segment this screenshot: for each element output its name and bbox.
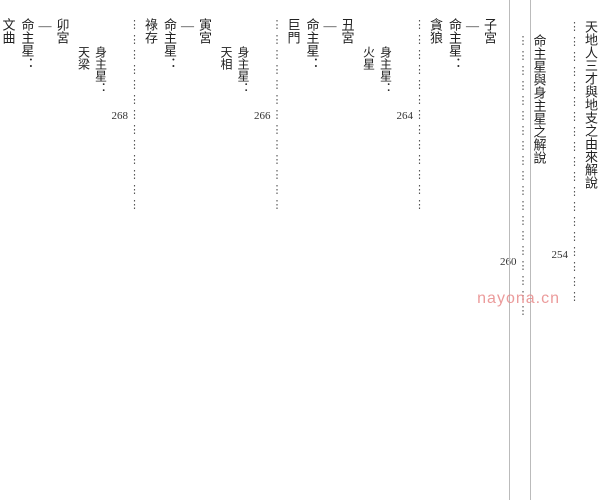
toc-page: 254 bbox=[552, 249, 569, 261]
palace-entry: 寅宮—命主星：祿存⋮⋮⋮⋮⋮⋮⋮⋮⋮⋮⋮⋮⋮268身主星：天梁 bbox=[76, 18, 215, 213]
page-number: 266 bbox=[254, 110, 271, 122]
shen-label: 身主星： bbox=[378, 46, 395, 94]
ming-value: 文曲 bbox=[0, 18, 18, 44]
right-page: 天地人三才與地支之由來解說 ⋮⋮⋮⋮⋮⋮⋮⋮⋮⋮⋮⋮⋮⋮⋮⋮⋮⋮⋮ 254 命主… bbox=[530, 0, 600, 500]
palace-entry: 丑宮—命主星：巨門⋮⋮⋮⋮⋮⋮⋮⋮⋮⋮⋮⋮⋮266身主星：天相 bbox=[218, 18, 357, 213]
shen-value: 天梁 bbox=[76, 46, 93, 70]
palace-main: 子宮—命主星：貪狼⋮⋮⋮⋮⋮⋮⋮⋮⋮⋮⋮⋮⋮264 bbox=[397, 18, 500, 213]
ming-label: 命主星： bbox=[445, 18, 464, 70]
shen-label: 身主星： bbox=[235, 46, 252, 94]
toc-dots: ⋮⋮⋮⋮⋮⋮⋮⋮⋮⋮⋮⋮⋮⋮⋮⋮⋮⋮⋮ bbox=[517, 34, 530, 319]
watermark-text: nayona.cn bbox=[477, 290, 560, 308]
left-page: 未宮—命主星：武曲⋮⋮⋮⋮⋮⋮⋮⋮⋮⋮⋮⋮⋮277身主星：天相午宮—命主星：破軍… bbox=[0, 0, 510, 500]
page-number: 264 bbox=[397, 110, 414, 122]
dash: — bbox=[37, 18, 53, 33]
palace-name: 卯宮 bbox=[53, 18, 72, 44]
ming-value: 巨門 bbox=[284, 18, 303, 44]
shen-value: 天相 bbox=[218, 46, 235, 70]
ming-value: 貪狼 bbox=[426, 18, 445, 44]
palace-name: 子宮 bbox=[480, 18, 499, 44]
ming-label: 命主星： bbox=[18, 18, 37, 70]
palace-name: 丑宮 bbox=[338, 18, 357, 44]
palace-name: 寅宮 bbox=[195, 18, 214, 44]
toc-text: 命主星與身主星之解說 bbox=[530, 34, 549, 164]
palace-entry: 卯宮—命主星：文曲⋮⋮⋮⋮⋮⋮⋮⋮⋮⋮⋮⋮⋮270身主星：天同 bbox=[0, 18, 72, 213]
palace-main: 丑宮—命主星：巨門⋮⋮⋮⋮⋮⋮⋮⋮⋮⋮⋮⋮⋮266 bbox=[254, 18, 357, 213]
shen-value: 火星 bbox=[361, 46, 378, 70]
palace-sub: 身主星：天梁 bbox=[76, 18, 110, 213]
toc-dots: ⋮⋮⋮⋮⋮⋮⋮⋮⋮⋮⋮⋮⋮⋮⋮⋮⋮⋮⋮ bbox=[568, 20, 581, 305]
ming-label: 命主星： bbox=[303, 18, 322, 70]
palace-main: 卯宮—命主星：文曲⋮⋮⋮⋮⋮⋮⋮⋮⋮⋮⋮⋮⋮270 bbox=[0, 18, 72, 213]
dash: — bbox=[179, 18, 195, 33]
dots: ⋮⋮⋮⋮⋮⋮⋮⋮⋮⋮⋮⋮⋮ bbox=[413, 18, 426, 213]
shen-label: 身主星： bbox=[93, 46, 110, 94]
dots: ⋮⋮⋮⋮⋮⋮⋮⋮⋮⋮⋮⋮⋮ bbox=[128, 18, 141, 213]
ming-value: 祿存 bbox=[141, 18, 160, 44]
dash: — bbox=[322, 18, 338, 33]
toc-line-1: 天地人三才與地支之由來解說 ⋮⋮⋮⋮⋮⋮⋮⋮⋮⋮⋮⋮⋮⋮⋮⋮⋮⋮⋮ 254 bbox=[552, 20, 600, 490]
dots: ⋮⋮⋮⋮⋮⋮⋮⋮⋮⋮⋮⋮⋮ bbox=[271, 18, 284, 213]
toc-text: 天地人三才與地支之由來解說 bbox=[581, 20, 600, 189]
dash: — bbox=[464, 18, 480, 33]
palace-main: 寅宮—命主星：祿存⋮⋮⋮⋮⋮⋮⋮⋮⋮⋮⋮⋮⋮268 bbox=[112, 18, 215, 213]
palace-sub: 身主星：火星 bbox=[361, 18, 395, 213]
page-number: 268 bbox=[112, 110, 129, 122]
palace-entry: 子宮—命主星：貪狼⋮⋮⋮⋮⋮⋮⋮⋮⋮⋮⋮⋮⋮264身主星：火星 bbox=[361, 18, 500, 213]
palace-sub: 身主星：天相 bbox=[218, 18, 252, 213]
ming-label: 命主星： bbox=[160, 18, 179, 70]
